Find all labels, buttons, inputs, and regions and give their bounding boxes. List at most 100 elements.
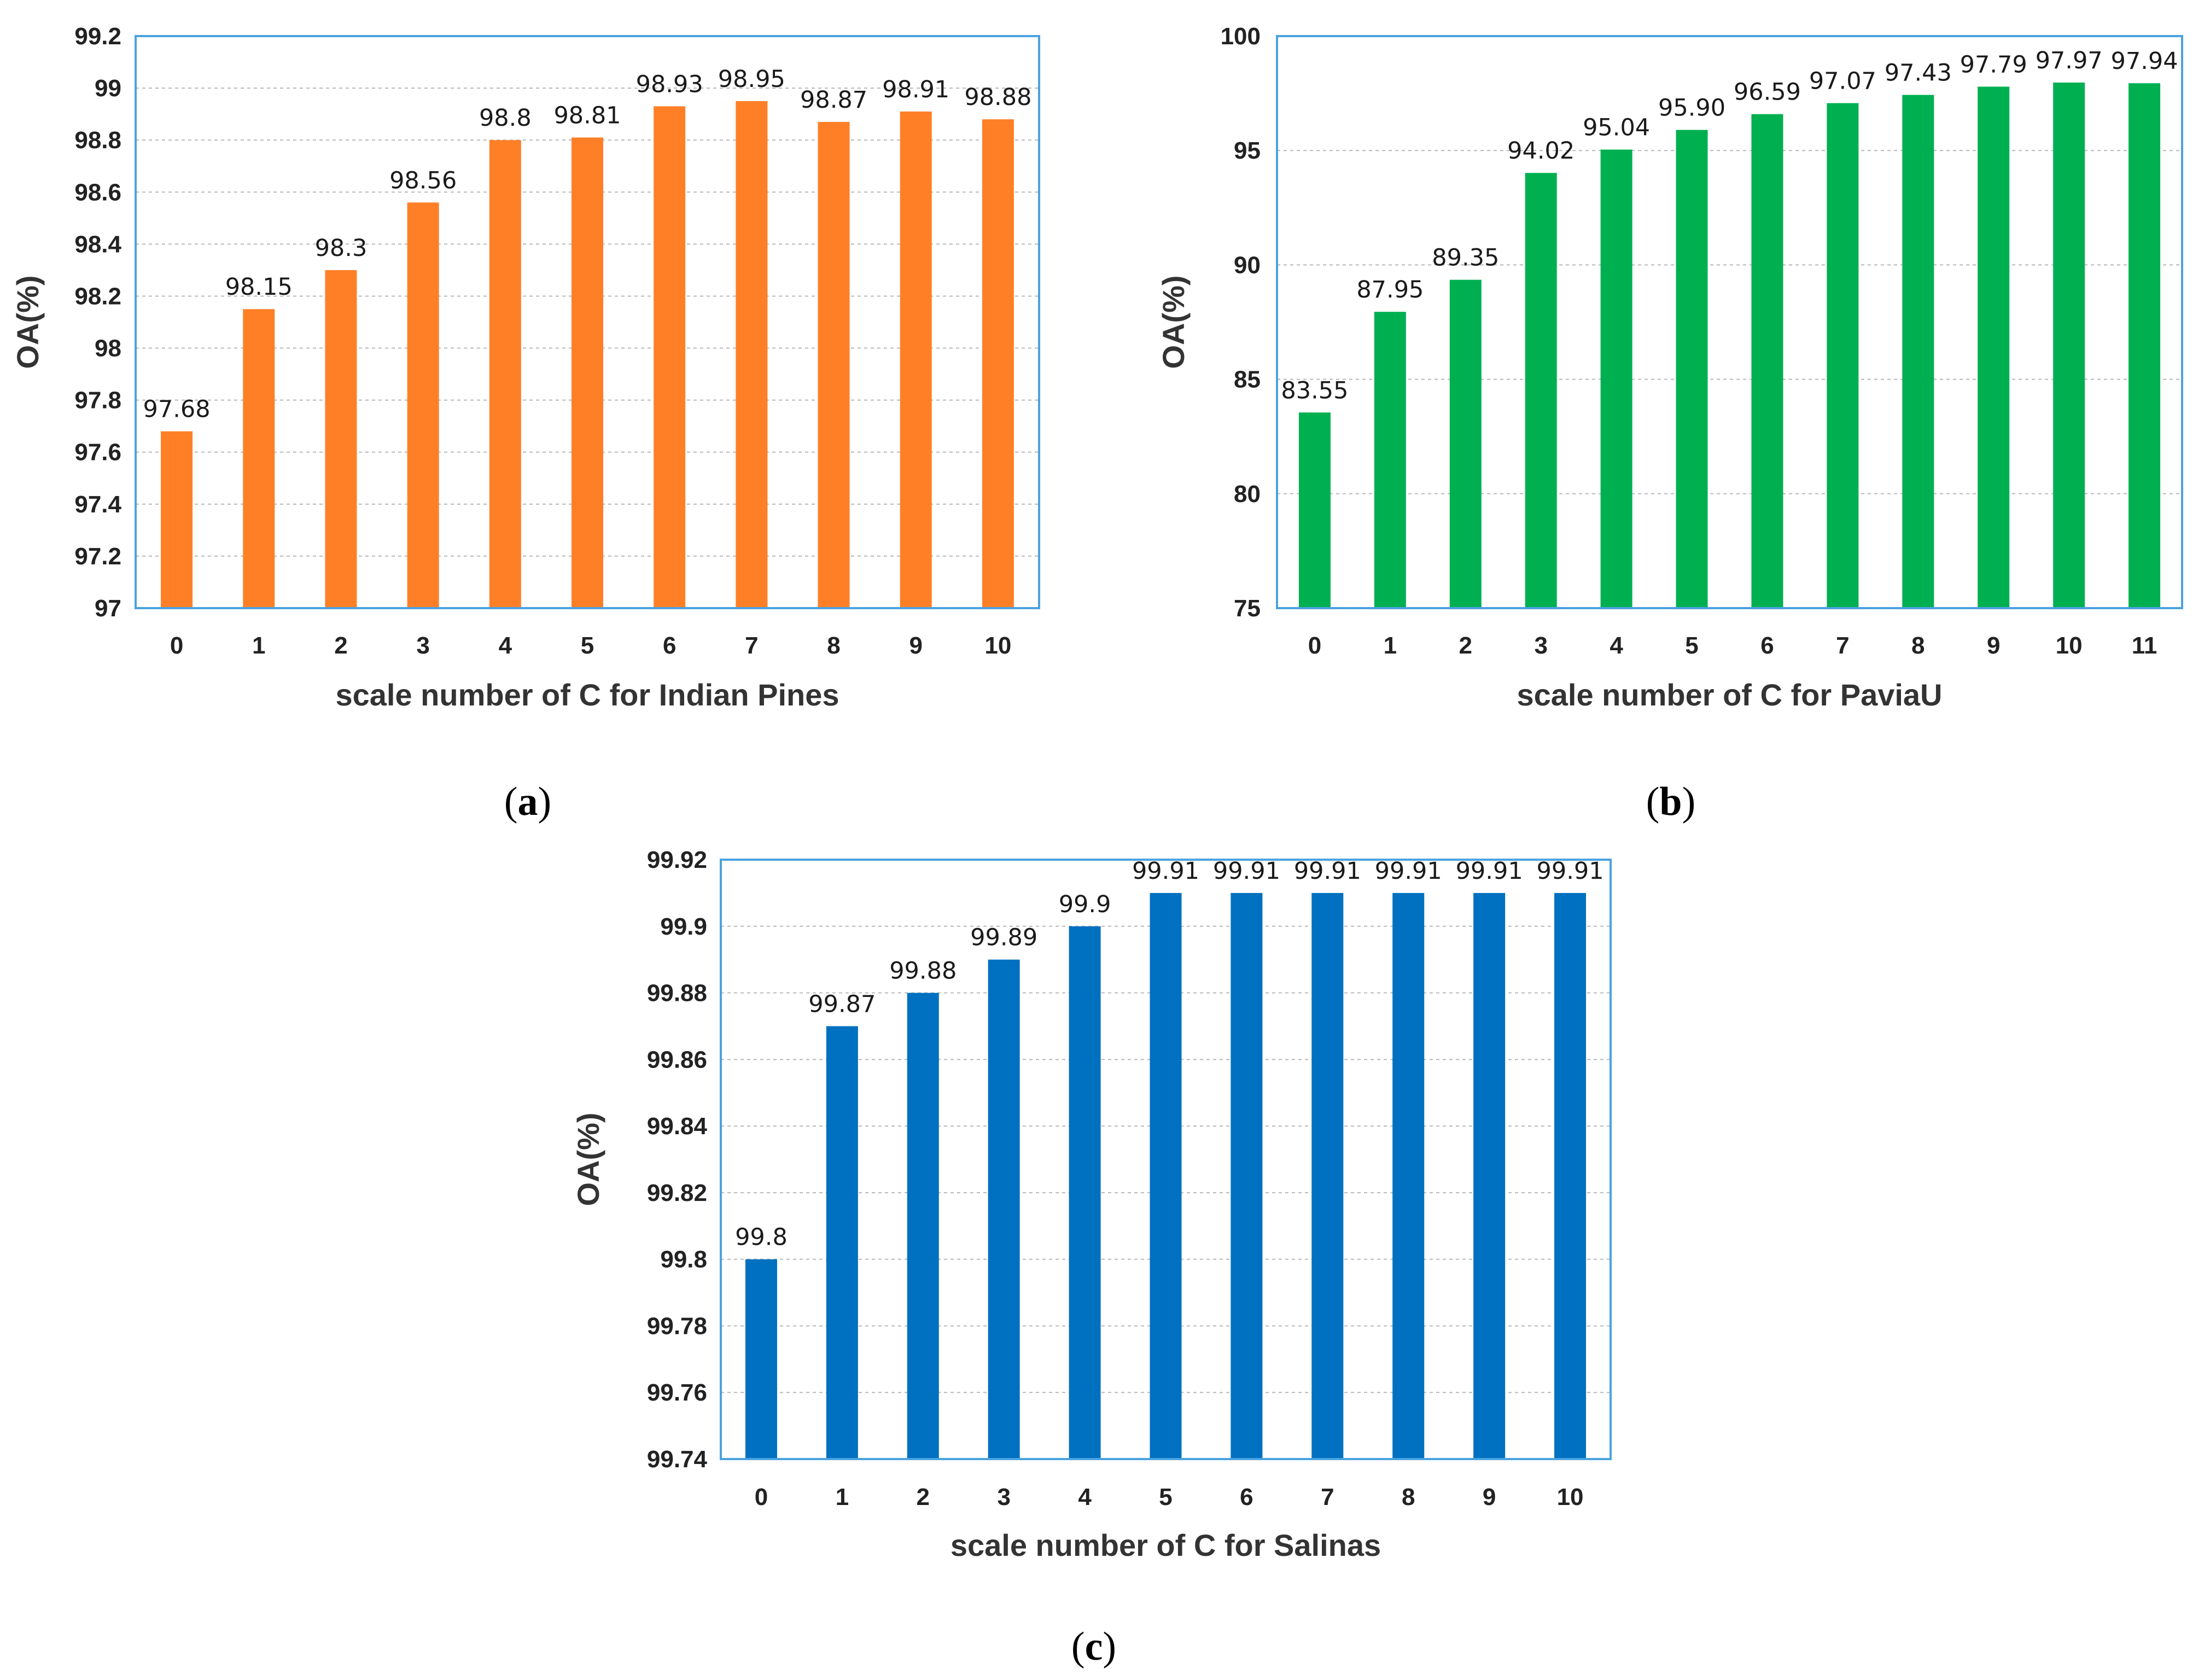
data-label: 97.68 (143, 396, 211, 423)
x-tick-label: 1 (1384, 632, 1397, 659)
data-label: 99.87 (808, 990, 876, 1018)
bar (161, 431, 193, 608)
data-label: 98.8 (479, 104, 532, 132)
bar (818, 121, 850, 608)
y-tick-label: 99.2 (74, 23, 121, 50)
y-tick-label: 80 (1234, 481, 1261, 508)
x-tick-label: 5 (1159, 1484, 1172, 1510)
x-tick-label: 10 (984, 632, 1011, 659)
bar (982, 119, 1014, 609)
bar (1525, 173, 1557, 608)
x-tick-label: 3 (1534, 632, 1547, 659)
bar (745, 1259, 777, 1459)
data-label: 96.59 (1734, 79, 1801, 106)
y-tick-label: 75 (1234, 595, 1261, 622)
bar (1374, 312, 1406, 608)
data-label: 98.3 (315, 235, 368, 262)
data-label: 99.9 (1059, 891, 1111, 918)
y-tick-label: 99.74 (647, 1446, 708, 1473)
bar (407, 202, 439, 609)
data-label: 97.79 (1960, 51, 2027, 78)
subfigure-caption: (a) (504, 779, 551, 824)
bar (1392, 892, 1425, 1459)
x-tick-label: 6 (663, 632, 676, 659)
bar (1231, 892, 1263, 1459)
bar (1473, 892, 1506, 1459)
data-label: 97.07 (1809, 68, 1876, 95)
data-label: 98.88 (964, 84, 1031, 111)
x-tick-label: 2 (334, 632, 347, 659)
y-tick-label: 99.86 (647, 1046, 707, 1073)
x-tick-label: 9 (909, 632, 922, 659)
y-tick-label: 97 (95, 595, 121, 622)
bar (907, 993, 939, 1459)
y-tick-label: 99.9 (660, 913, 707, 940)
x-tick-label: 8 (1402, 1484, 1415, 1510)
data-label: 94.02 (1507, 137, 1575, 165)
data-label: 87.95 (1356, 276, 1424, 304)
bar (325, 270, 357, 609)
bar (1298, 412, 1331, 608)
x-tick-label: 2 (1459, 632, 1472, 659)
plot-area-border (720, 859, 1612, 1460)
y-tick-label: 100 (1221, 23, 1261, 50)
x-tick-label: 8 (827, 632, 840, 659)
caption-letter: b (1659, 779, 1682, 824)
y-tick-label: 99.8 (660, 1246, 707, 1273)
bar (489, 140, 521, 608)
y-tick-label: 99.92 (647, 847, 707, 873)
y-tick-label: 99 (95, 75, 121, 102)
x-tick-label: 0 (170, 632, 183, 659)
data-label: 99.8 (735, 1224, 788, 1251)
y-axis-title: OA(%) (10, 275, 45, 369)
x-tick-label: 6 (1240, 1484, 1253, 1510)
bar (2053, 82, 2085, 609)
data-label: 98.91 (882, 76, 949, 103)
data-label: 83.55 (1281, 377, 1348, 404)
data-label: 95.90 (1658, 95, 1725, 122)
plot-area-border (1276, 35, 2183, 609)
bar (1902, 95, 1934, 608)
y-tick-label: 98.6 (74, 179, 121, 206)
x-tick-label: 11 (2132, 632, 2157, 659)
data-label: 99.89 (970, 924, 1037, 952)
data-label: 97.43 (1885, 60, 1952, 87)
data-label: 97.94 (2110, 48, 2178, 75)
x-tick-label: 4 (1078, 1484, 1092, 1510)
x-tick-label: 10 (1557, 1484, 1584, 1510)
data-label: 99.91 (1456, 858, 1523, 885)
chart-b-paviau: 758085909510083.55087.95189.35294.02395.… (1156, 23, 2183, 824)
x-tick-label: 4 (499, 632, 512, 659)
chart-c-salinas: 99.7499.7699.7899.899.8299.8499.8699.889… (571, 847, 1612, 1669)
y-tick-label: 98.4 (74, 231, 121, 258)
data-label: 98.15 (225, 273, 293, 301)
y-tick-label: 98.8 (74, 127, 121, 154)
y-axis-title: OA(%) (1156, 275, 1191, 369)
x-tick-label: 1 (252, 632, 265, 659)
chart-a-indian-pines: 9797.297.497.697.89898.298.498.698.89999… (10, 23, 1040, 824)
bar (988, 959, 1020, 1459)
x-axis-title: scale number of C for Indian Pines (335, 678, 839, 712)
x-tick-label: 5 (581, 632, 594, 659)
data-label: 89.35 (1432, 244, 1499, 272)
data-label: 99.91 (1213, 858, 1280, 885)
y-tick-label: 85 (1234, 366, 1261, 393)
y-tick-label: 97.6 (74, 439, 121, 466)
data-label: 99.91 (1132, 858, 1199, 885)
x-tick-label: 7 (745, 632, 758, 659)
data-label: 97.97 (2036, 47, 2103, 74)
x-tick-label: 10 (2056, 632, 2083, 659)
y-tick-label: 99.88 (647, 980, 707, 1007)
plot-area-border (135, 35, 1040, 609)
bar (1150, 892, 1182, 1459)
y-tick-label: 97.8 (74, 387, 121, 414)
data-label: 98.95 (718, 66, 785, 93)
x-tick-label: 7 (1836, 632, 1849, 659)
data-label: 99.88 (889, 958, 957, 985)
data-label: 98.93 (636, 71, 703, 98)
bar (243, 309, 275, 608)
x-tick-label: 0 (1308, 632, 1321, 659)
y-tick-label: 97.4 (74, 491, 121, 518)
x-tick-label: 6 (1760, 632, 1774, 659)
x-tick-label: 2 (917, 1484, 930, 1510)
